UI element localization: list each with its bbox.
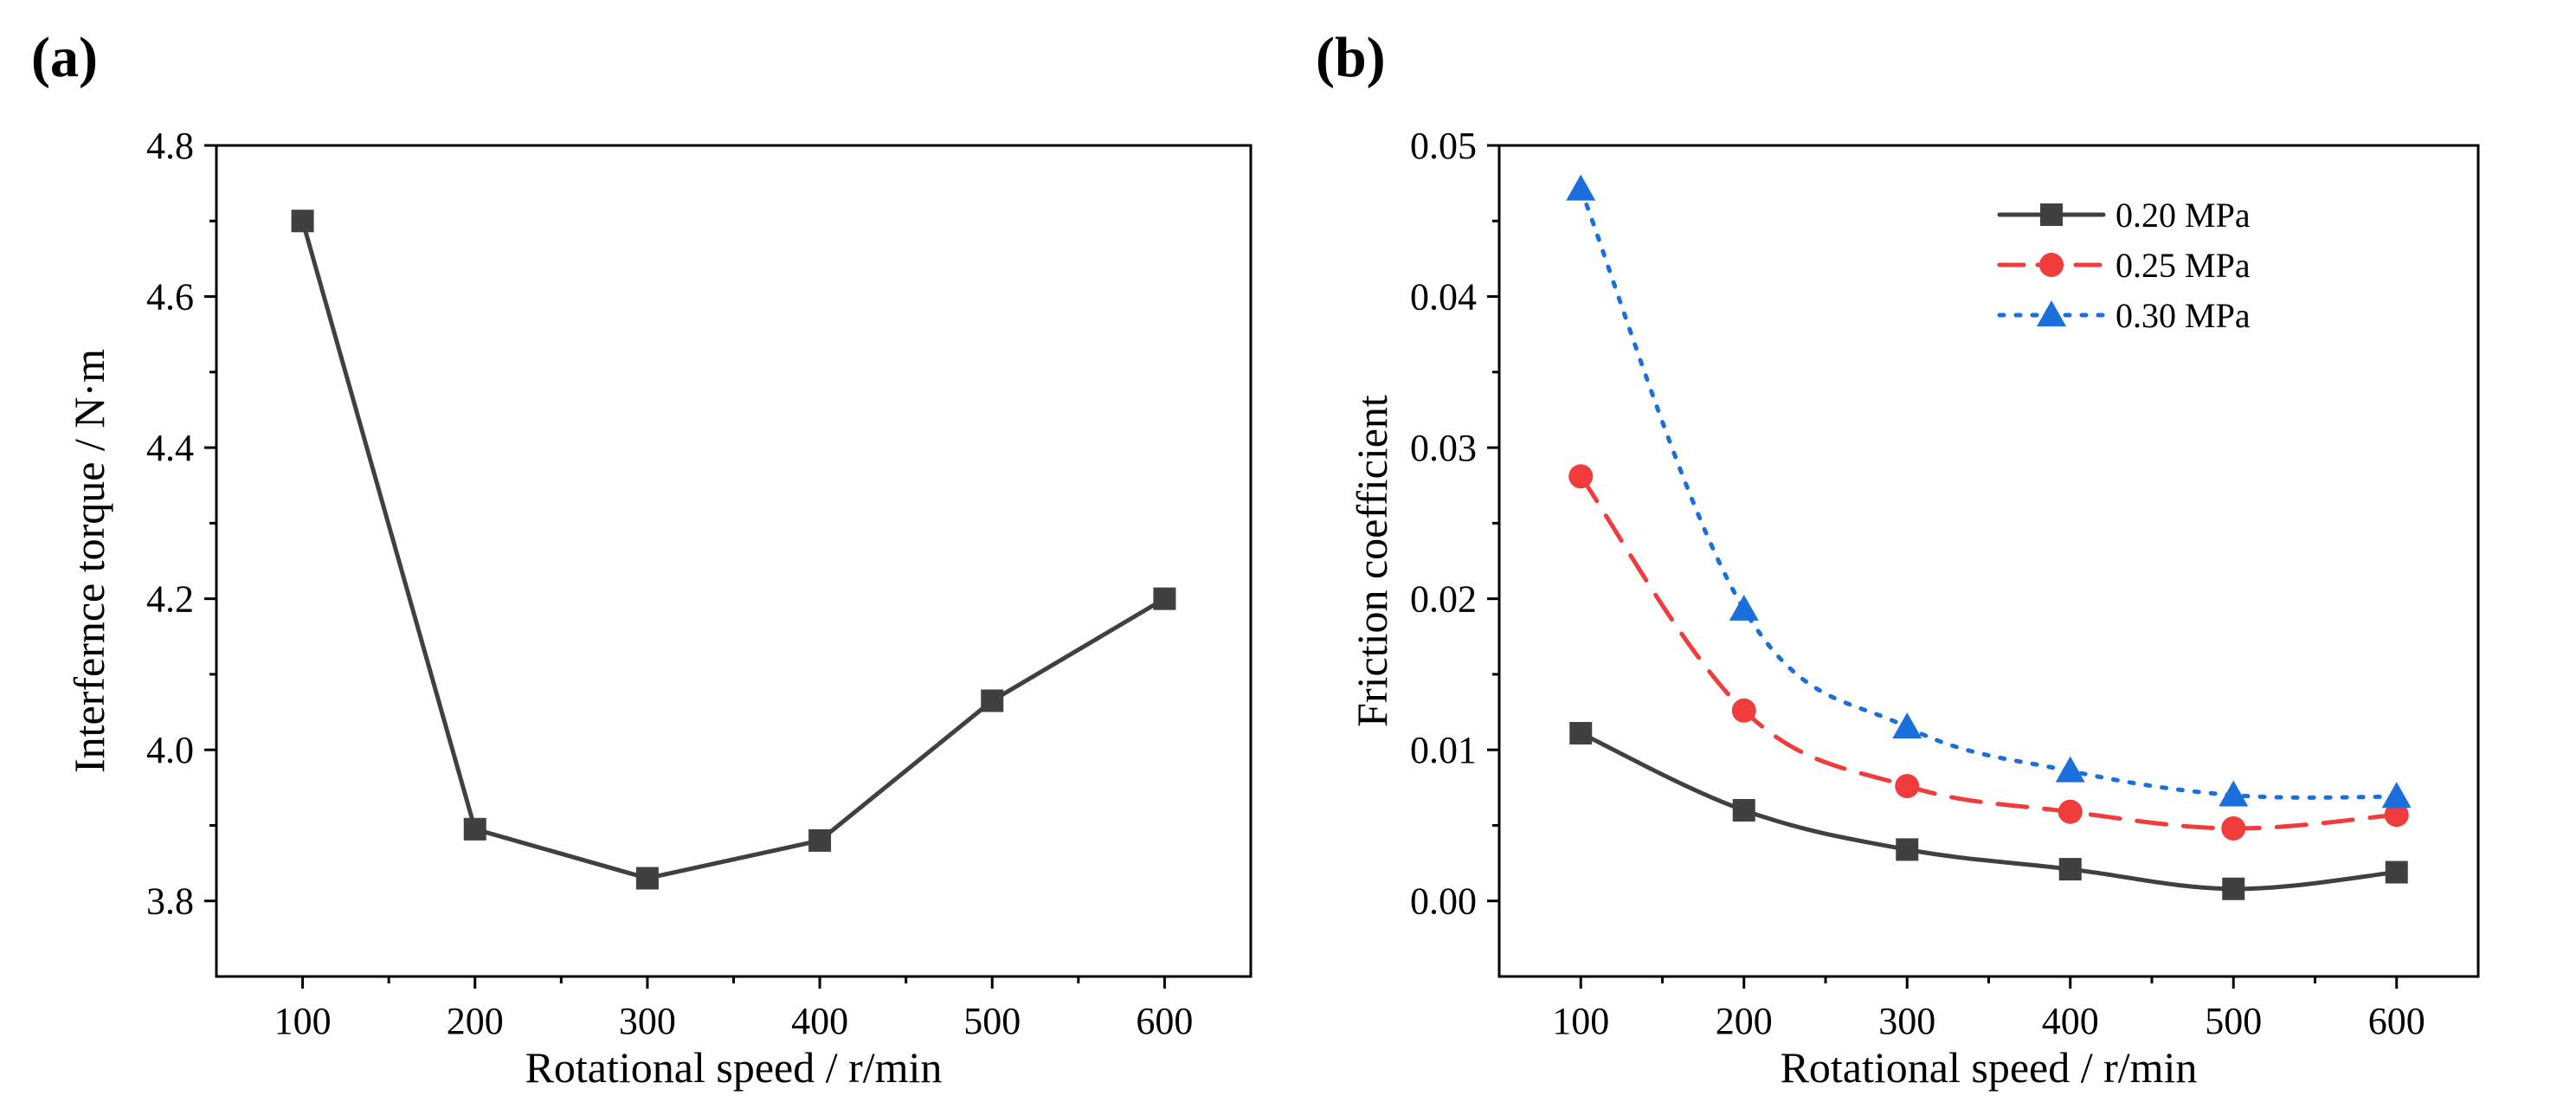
x-tick-label: 100 — [274, 1000, 332, 1042]
series-0-20-mpa — [1569, 721, 2408, 900]
legend-label-0-25-mpa: 0.25 MPa — [2116, 246, 2251, 285]
x-tick-label: 200 — [1716, 1000, 1773, 1042]
0-30-mpa-point — [1892, 712, 1922, 738]
series-1-point — [981, 689, 1004, 712]
legend-label-0-20-mpa: 0.20 MPa — [2116, 196, 2251, 235]
0-20-mpa-line — [1578, 731, 2399, 892]
series-1-point — [1153, 587, 1176, 610]
series-series-1 — [291, 209, 1176, 890]
x-axis-title: Rotational speed / r/min — [525, 1043, 943, 1092]
y-tick-label: 0.02 — [1410, 578, 1477, 621]
y-tick-label: 4.8 — [146, 125, 194, 167]
x-tick-label: 200 — [447, 1000, 504, 1042]
0-25-mpa-point — [2221, 815, 2246, 841]
y-tick-label: 4.2 — [146, 578, 194, 621]
0-20-mpa-point — [1569, 721, 1593, 744]
0-20-mpa-point — [1896, 838, 1919, 861]
0-25-mpa-point — [2058, 799, 2083, 824]
plot-frame — [215, 144, 1253, 978]
series-0-30-mpa — [1566, 174, 2412, 809]
0-30-mpa-point — [2055, 756, 2085, 783]
y-tick-label: 3.8 — [146, 880, 194, 923]
series-1-point — [291, 209, 314, 233]
0-25-mpa-point — [1731, 698, 1756, 723]
x-tick-label: 500 — [2205, 1000, 2262, 1042]
legend: 0.20 MPa 0.25 MPa 0.30 MPa — [1997, 196, 2251, 335]
0-20-mpa-point — [2385, 860, 2408, 884]
friction-coefficient-chart: 100 200 300 400 500 600 0.00 0.01 0.02 0.03 0.04 0.… — [1348, 125, 2480, 1092]
series-1-point — [635, 867, 659, 890]
y-tick-label: 0.01 — [1410, 729, 1477, 771]
0-30-mpa-line — [1578, 187, 2399, 800]
y-tick-label: 0.04 — [1410, 276, 1477, 319]
y-tick-label: 4.6 — [146, 276, 194, 319]
x-tick-label: 300 — [619, 1000, 676, 1042]
y-tick-label: 0.03 — [1410, 427, 1477, 469]
legend-marker-0-20-mpa — [2040, 203, 2063, 226]
series-0-25-mpa — [1568, 464, 2409, 841]
0-30-mpa-point — [1566, 174, 1596, 201]
x-axis-title: Rotational speed / r/min — [1781, 1043, 2198, 1092]
0-25-mpa-point — [1895, 774, 1920, 799]
y-axis-title: Interfernce torque / N·m — [65, 349, 113, 773]
y-tick-label: 0.05 — [1410, 125, 1477, 167]
x-tick-label: 100 — [1552, 1000, 1609, 1042]
series-1-point — [463, 817, 486, 841]
x-tick-label: 600 — [1136, 1000, 1193, 1042]
y-tick-label: 4.4 — [146, 427, 194, 469]
interference-torque-chart: 100 200 300 400 500 600 3.8 4.0 4.2 4.4 4.6 4.8 Rota… — [65, 125, 1253, 1092]
0-20-mpa-point — [2058, 858, 2082, 881]
0-25-mpa-point — [1568, 464, 1594, 489]
y-tick-label: 4.0 — [146, 729, 194, 771]
x-tick-label: 300 — [1878, 1000, 1935, 1042]
series-1-line — [300, 218, 1167, 881]
panel-b-label: (b) — [1316, 26, 1386, 89]
x-tick-label: 400 — [2042, 1000, 2099, 1042]
legend-marker-0-30-mpa — [2037, 300, 2066, 326]
plot-frame — [1497, 144, 2480, 978]
y-tick-label: 0.00 — [1410, 880, 1477, 923]
series-1-point — [808, 828, 832, 852]
x-tick-label: 600 — [2368, 1000, 2425, 1042]
panel-a-label: (a) — [31, 26, 98, 89]
y-axis-title: Friction coefficient — [1348, 395, 1396, 727]
0-30-mpa-point — [2219, 780, 2249, 807]
x-tick-label: 500 — [963, 1000, 1021, 1042]
0-20-mpa-point — [1732, 799, 1755, 822]
0-25-mpa-point — [2384, 802, 2409, 828]
legend-marker-0-25-mpa — [2039, 253, 2064, 277]
0-20-mpa-point — [2222, 877, 2245, 900]
0-30-mpa-point — [2381, 782, 2412, 809]
x-tick-label: 400 — [791, 1000, 848, 1042]
0-30-mpa-point — [1729, 594, 1759, 621]
legend-label-0-30-mpa: 0.30 MPa — [2116, 296, 2251, 335]
